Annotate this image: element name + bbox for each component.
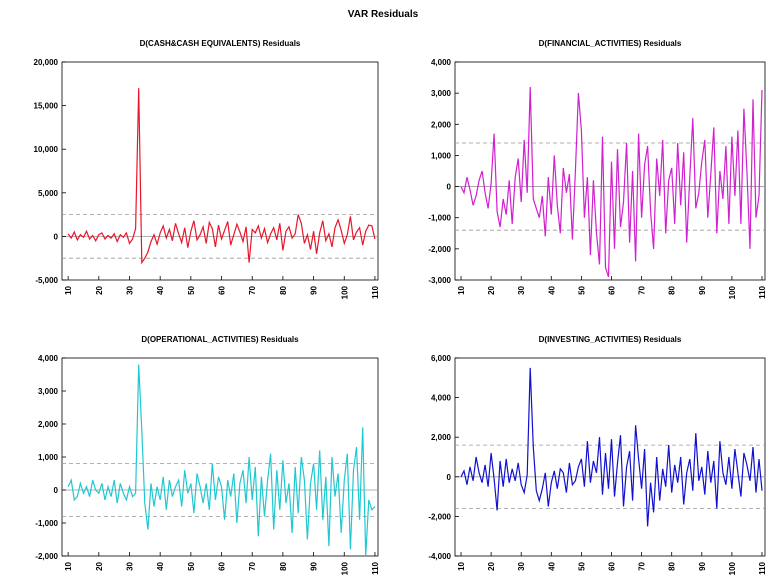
y-tick-label: 2,000 [431, 120, 452, 129]
x-tick-label: 80 [279, 285, 288, 294]
panel-title: D(CASH&CASH EQUIVALENTS) Residuals [140, 39, 301, 48]
y-tick-label: 0 [54, 486, 59, 495]
panel-title: D(OPERATIONAL_ACTIVITIES) Residuals [141, 335, 299, 344]
x-tick-label: 80 [668, 285, 677, 294]
y-tick-label: 0 [447, 473, 452, 482]
y-tick-label: -2,000 [428, 245, 451, 254]
figure-title: VAR Residuals [348, 9, 419, 20]
x-tick-label: 60 [608, 285, 617, 294]
x-tick-label: 90 [698, 285, 707, 294]
residual-line [67, 88, 376, 265]
plot-frame [61, 357, 379, 557]
panel-title: D(INVESTING_ACTIVITIES) Residuals [539, 335, 682, 344]
x-tick-label: 50 [187, 561, 196, 570]
x-tick-label: 20 [95, 285, 104, 294]
y-tick-label: -2,000 [35, 552, 58, 561]
x-tick-label: 40 [547, 561, 556, 570]
x-tick-label: 20 [487, 561, 496, 570]
y-tick-label: -1,000 [35, 519, 58, 528]
x-tick-label: 40 [156, 285, 165, 294]
x-tick-label: 10 [457, 285, 466, 294]
x-tick-label: 60 [218, 561, 227, 570]
residual-line [460, 367, 763, 527]
x-tick-label: 10 [64, 285, 73, 294]
x-tick-label: 90 [310, 561, 319, 570]
y-tick-label: -5,000 [35, 276, 58, 285]
x-tick-label: 70 [248, 285, 257, 294]
x-tick-label: 60 [608, 561, 617, 570]
x-tick-label: 50 [577, 285, 586, 294]
x-tick-label: 10 [457, 561, 466, 570]
x-tick-label: 20 [487, 285, 496, 294]
plot-frame [61, 61, 379, 281]
x-tick-label: 70 [248, 561, 257, 570]
panel-title: D(FINANCIAL_ACTIVITIES) Residuals [539, 39, 682, 48]
x-tick-label: 70 [638, 561, 647, 570]
y-tick-label: 10,000 [34, 145, 59, 154]
x-tick-label: 80 [668, 561, 677, 570]
x-tick-label: 60 [218, 285, 227, 294]
y-tick-label: 3,000 [38, 387, 59, 396]
x-tick-label: 110 [371, 561, 380, 574]
y-tick-label: 5,000 [38, 189, 59, 198]
x-tick-label: 30 [517, 561, 526, 570]
y-tick-label: 3,000 [431, 89, 452, 98]
plot-frame [454, 61, 766, 281]
x-tick-label: 80 [279, 561, 288, 570]
x-tick-label: 90 [310, 285, 319, 294]
y-tick-label: -3,000 [428, 276, 451, 285]
x-tick-label: 100 [340, 285, 349, 299]
y-tick-label: 0 [447, 183, 452, 192]
y-tick-label: -2,000 [428, 512, 451, 521]
x-tick-label: 100 [340, 561, 349, 575]
x-tick-label: 100 [728, 561, 737, 575]
y-tick-label: 4,000 [38, 354, 59, 363]
y-tick-label: 2,000 [431, 433, 452, 442]
y-tick-label: 2,000 [38, 420, 59, 429]
y-tick-label: 0 [54, 232, 59, 241]
x-tick-label: 30 [517, 285, 526, 294]
x-tick-label: 30 [125, 285, 134, 294]
x-tick-label: 40 [547, 285, 556, 294]
y-tick-label: 1,000 [431, 151, 452, 160]
y-tick-label: 6,000 [431, 354, 452, 363]
y-tick-label: 4,000 [431, 394, 452, 403]
residual-line [67, 364, 376, 557]
x-tick-label: 50 [187, 285, 196, 294]
x-tick-label: 40 [156, 561, 165, 570]
x-tick-label: 90 [698, 561, 707, 570]
x-tick-label: 50 [577, 561, 586, 570]
x-tick-label: 100 [728, 285, 737, 299]
x-tick-label: 110 [371, 285, 380, 298]
x-tick-label: 30 [125, 561, 134, 570]
x-tick-label: 110 [758, 285, 767, 298]
y-tick-label: 15,000 [34, 102, 59, 111]
y-tick-label: 1,000 [38, 453, 59, 462]
x-tick-label: 10 [64, 561, 73, 570]
residual-line [460, 86, 763, 278]
y-tick-label: 20,000 [34, 58, 59, 67]
y-tick-label: 4,000 [431, 58, 452, 67]
x-tick-label: 110 [758, 561, 767, 574]
y-tick-label: -4,000 [428, 552, 451, 561]
x-tick-label: 70 [638, 285, 647, 294]
x-tick-label: 20 [95, 561, 104, 570]
y-tick-label: -1,000 [428, 214, 451, 223]
plot-frame [454, 357, 766, 557]
